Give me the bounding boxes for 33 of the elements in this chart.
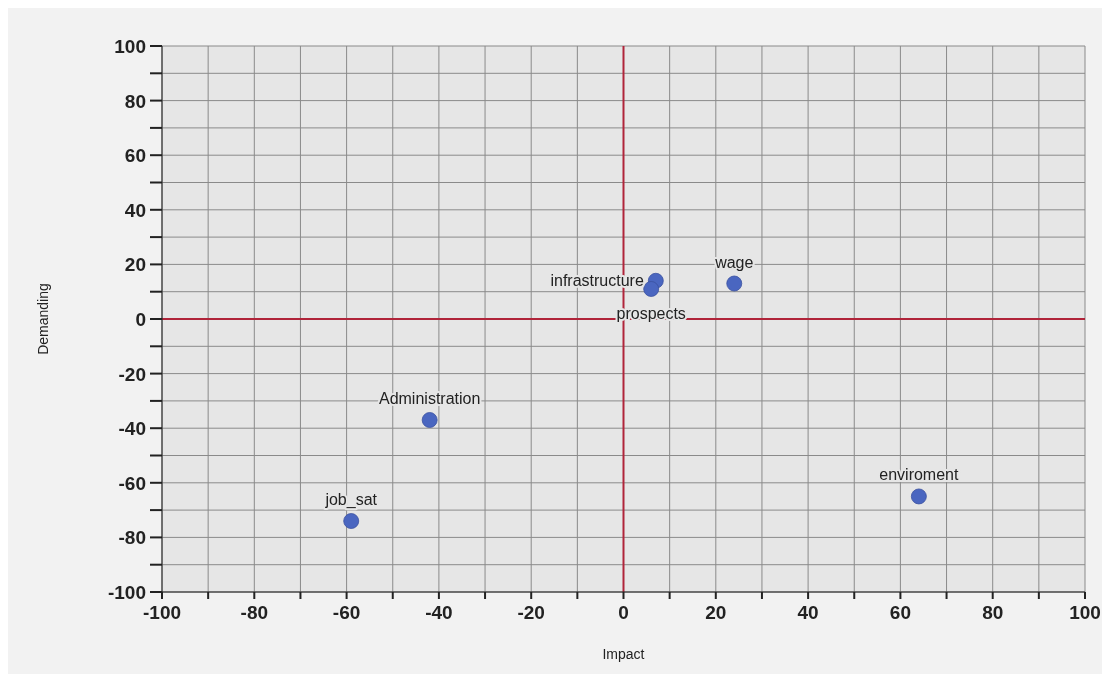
- annotation: job_sat: [324, 491, 378, 510]
- x-tick-label: 80: [982, 602, 1004, 623]
- x-tick-label: 0: [618, 602, 629, 623]
- annotation: Administration: [378, 390, 481, 408]
- y-tick-label: -60: [118, 472, 146, 494]
- y-tick-label: -40: [118, 418, 146, 440]
- point: [910, 488, 927, 505]
- y-tick-label: 40: [124, 199, 146, 221]
- point: [726, 275, 743, 292]
- x-tick-label: -40: [425, 602, 453, 623]
- x-tick-label: -100: [142, 602, 182, 623]
- y-tick-label: -100: [107, 582, 146, 603]
- y-tick-label: 100: [114, 36, 146, 57]
- y-axis-title: Demanding: [35, 283, 51, 355]
- y-tick-label: -20: [118, 363, 146, 385]
- y-tick-label: 80: [124, 90, 146, 112]
- annotation: enviroment: [879, 466, 959, 484]
- x-tick-label: 20: [705, 602, 727, 623]
- x-tick-label: 100: [1069, 602, 1101, 623]
- x-tick-label: -20: [517, 602, 545, 623]
- y-tick-label: 60: [124, 145, 146, 167]
- annotation: wage: [714, 253, 754, 271]
- point: [643, 281, 660, 297]
- y-tick-label: -80: [118, 527, 146, 549]
- x-tick-label: -80: [240, 602, 269, 623]
- x-tick-label: 60: [889, 602, 911, 623]
- y-tick-label: 20: [124, 254, 146, 276]
- point: [421, 412, 438, 428]
- x-axis-title: Impact: [602, 646, 645, 662]
- x-tick-label: -60: [332, 602, 361, 623]
- point: [343, 513, 360, 529]
- x-tick-label: 40: [797, 602, 819, 623]
- y-tick-label: 0: [135, 309, 146, 330]
